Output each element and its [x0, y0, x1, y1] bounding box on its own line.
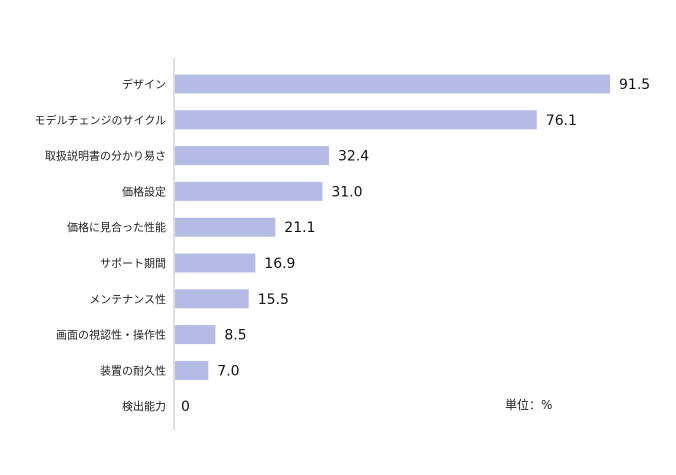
value-label-2: 32.4: [338, 149, 369, 165]
category-label-0: デザイン: [122, 77, 166, 91]
category-label-1: モデルチェンジのサイクル: [35, 113, 166, 127]
category-label-3: 価格設定: [122, 184, 166, 198]
value-label-5: 16.9: [264, 256, 295, 272]
bar-1: [175, 110, 537, 130]
value-label-1: 76.1: [546, 113, 577, 129]
category-label-9: 検出能力: [122, 399, 166, 413]
value-label-8: 7.0: [217, 363, 239, 379]
bar-8: [175, 360, 209, 380]
category-label-7: 画面の視認性・操作性: [56, 328, 166, 342]
bar-2: [175, 146, 329, 166]
bar-5: [175, 253, 256, 273]
category-label-8: 装置の耐久性: [100, 363, 166, 377]
unit-label: 単位：%: [505, 397, 552, 412]
value-label-4: 21.1: [284, 220, 315, 236]
value-labels-group: 91.5 76.1 32.4 31.0 21.1 16.9 15.5 8.5 7.0 0: [181, 77, 650, 415]
bar-0: [175, 74, 610, 94]
value-label-7: 8.5: [224, 328, 246, 344]
value-label-9: 0: [181, 399, 190, 415]
bar-6: [175, 289, 249, 309]
category-label-5: サポート期間: [100, 257, 166, 270]
category-labels-group: デザインモデルチェンジのサイクル取扱説明書の分かり易さ価格設定価格に見合った性能…: [35, 77, 166, 413]
value-label-3: 31.0: [331, 184, 362, 200]
bar-7: [175, 325, 216, 345]
value-label-0: 91.5: [619, 77, 650, 93]
category-label-4: 価格に見合った性能: [67, 220, 166, 234]
bar-4: [175, 217, 276, 237]
bar-3: [175, 181, 323, 201]
value-label-6: 15.5: [258, 292, 289, 308]
category-label-6: メンテナンス性: [89, 292, 166, 306]
category-label-2: 取扱説明書の分かり易さ: [45, 149, 166, 163]
bars-group: [175, 74, 610, 380]
